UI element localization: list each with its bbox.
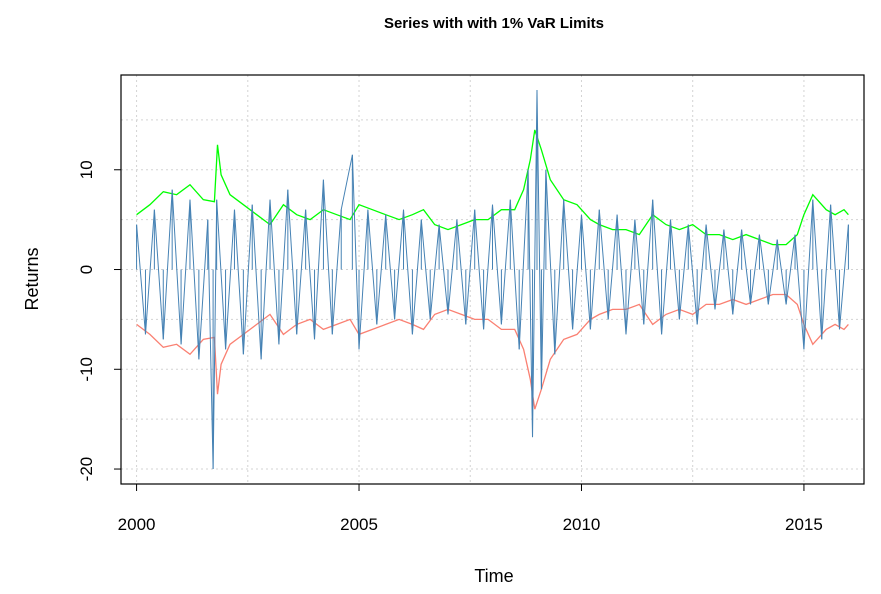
lower-line (136, 293, 849, 410)
y-tick-label-10: 10 (77, 160, 96, 179)
x-tick-label-2005: 2005 (340, 515, 378, 534)
grid (121, 75, 864, 484)
x-tick-label-2000: 2000 (118, 515, 156, 534)
y-tick-label--10: -10 (77, 357, 96, 382)
lower-series (136, 293, 849, 410)
x-tick-label-2015: 2015 (785, 515, 823, 534)
x-tick-label-2010: 2010 (563, 515, 601, 534)
plot-frame (120, 74, 865, 485)
y-axis: -20 -10 0 10 (77, 160, 121, 481)
chart-title: Series with with 1% VaR Limits (384, 15, 604, 32)
series-layer (136, 89, 849, 470)
upper-series (136, 129, 849, 246)
y-axis-label: Returns (22, 247, 42, 310)
returns-series (136, 89, 849, 470)
returns-line (136, 89, 849, 470)
upper-line (136, 129, 849, 246)
y-tick-label-0: 0 (77, 265, 96, 274)
x-axis: 2000 2005 2010 2015 (118, 484, 823, 534)
x-axis-label: Time (474, 566, 513, 586)
y-tick-label--20: -20 (77, 457, 96, 482)
